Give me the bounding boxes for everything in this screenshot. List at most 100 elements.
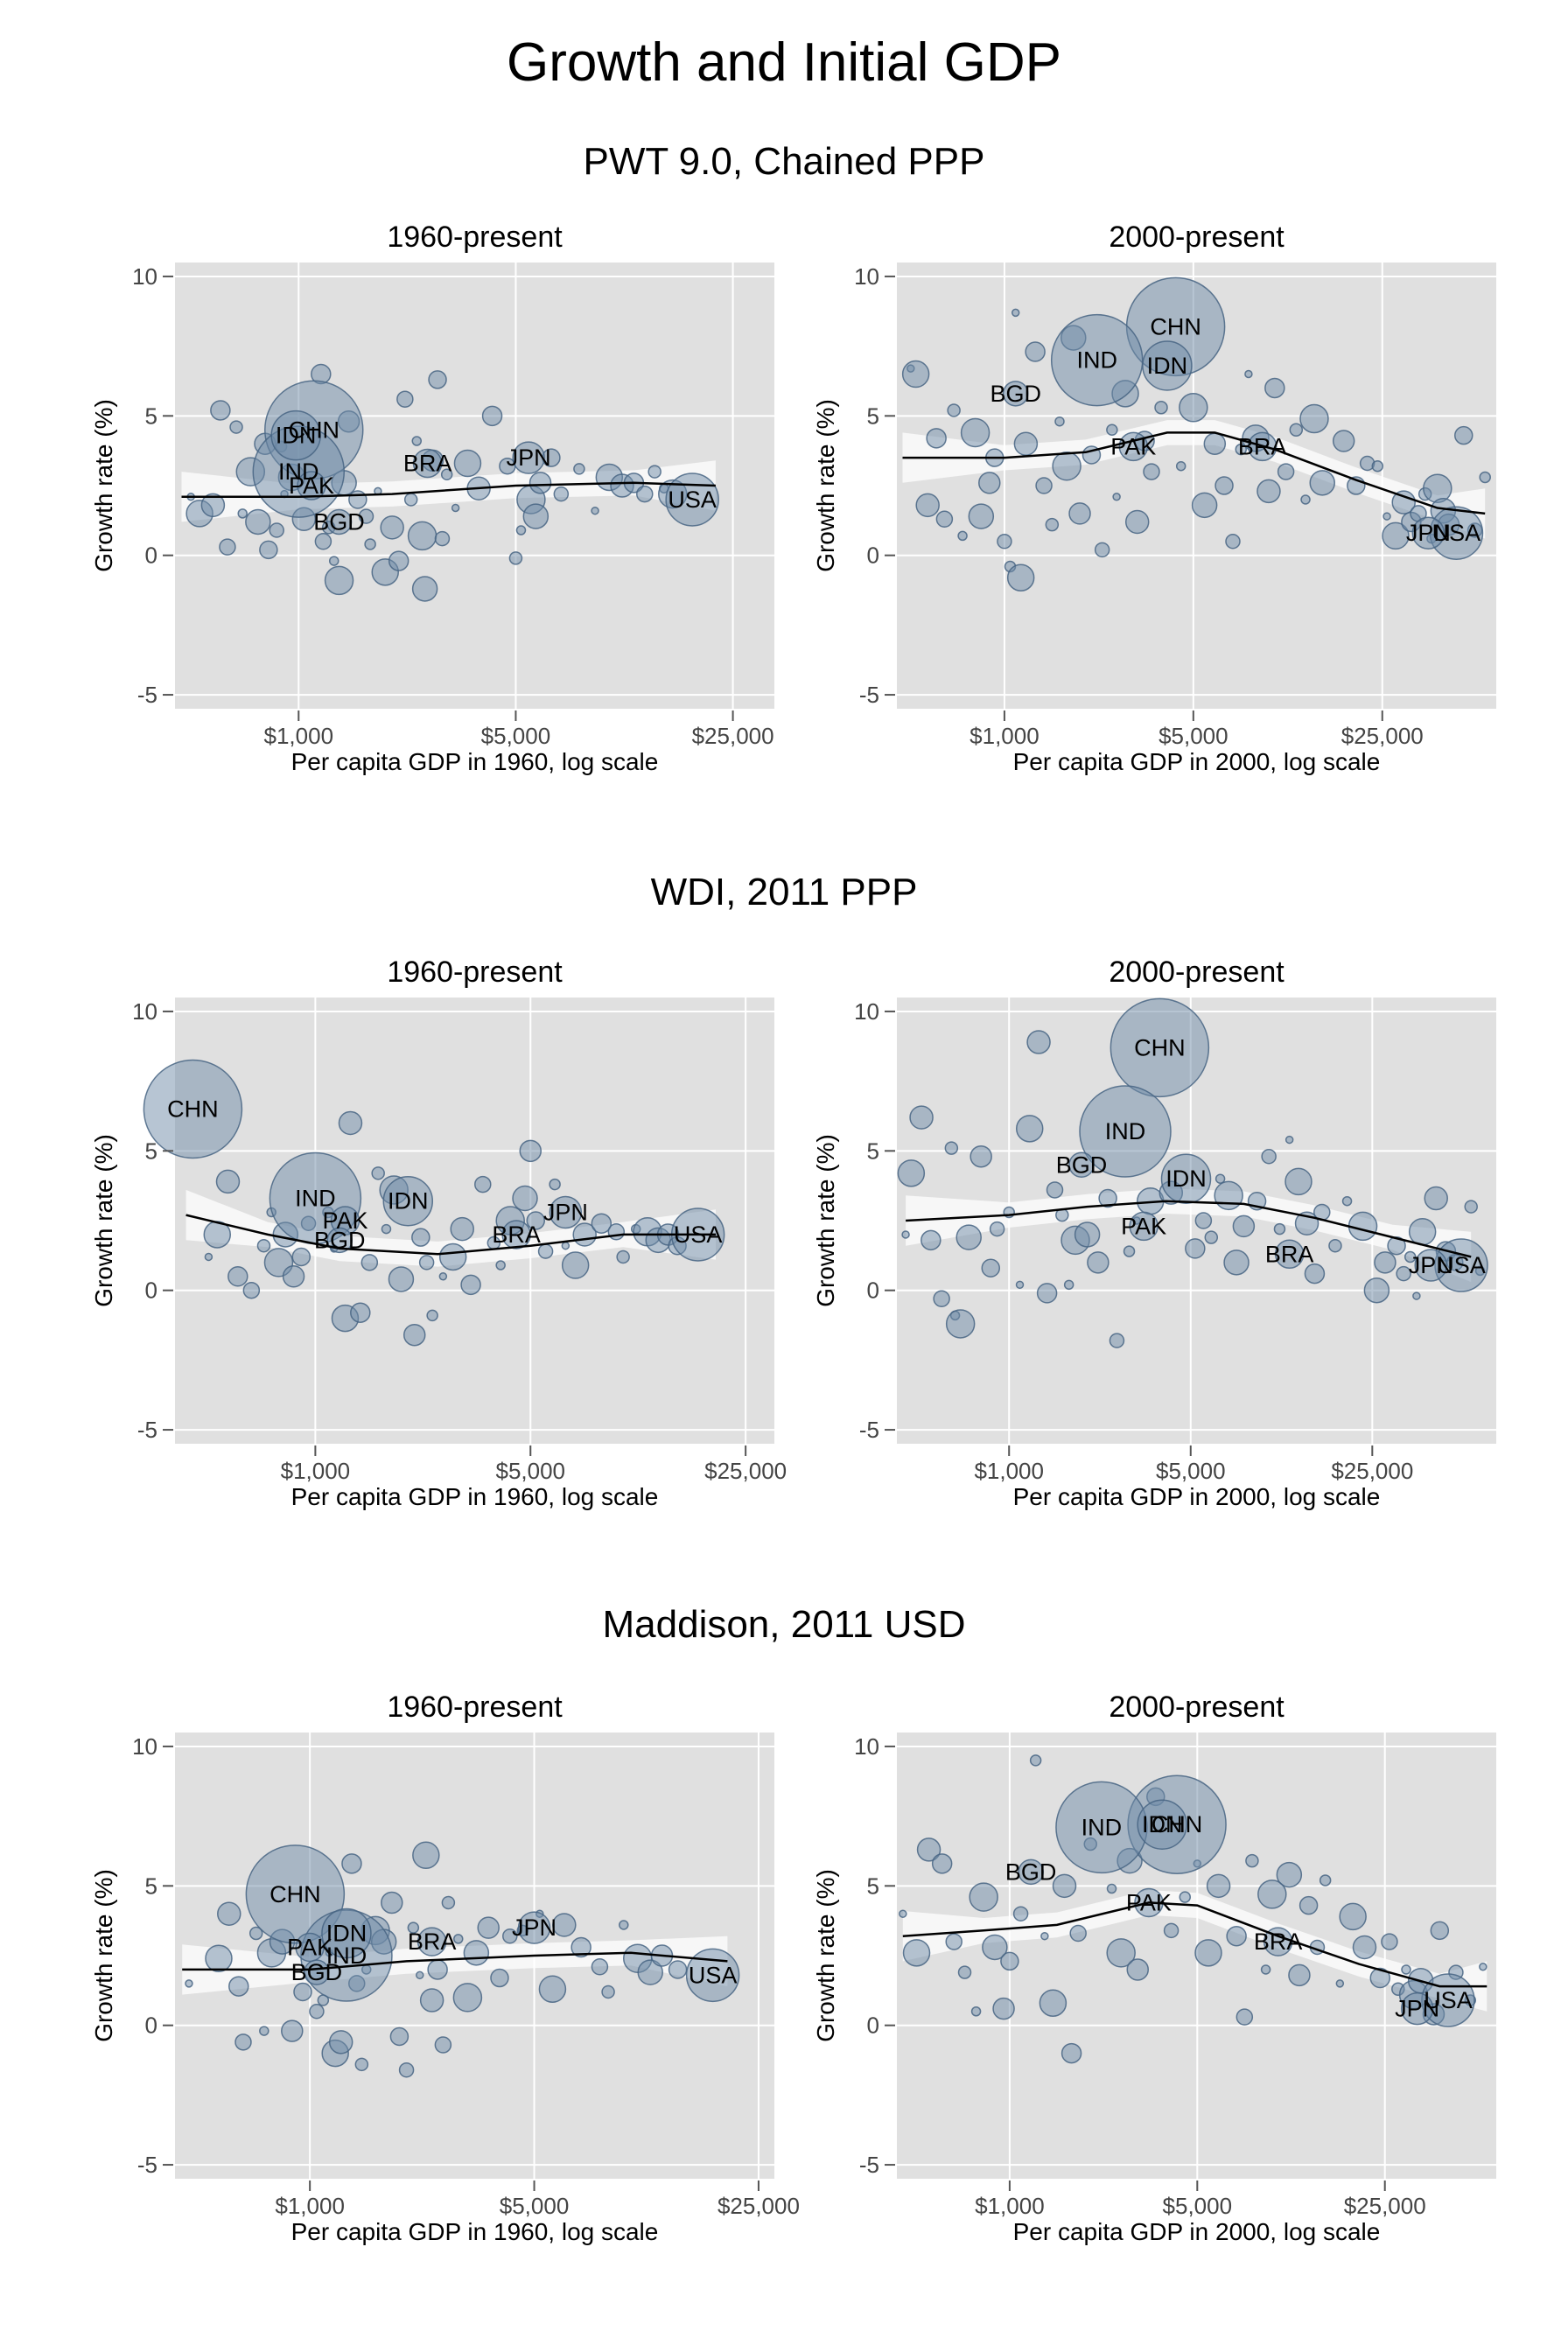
country-label: BRA <box>1254 1928 1303 1955</box>
data-point <box>402 1323 426 1347</box>
data-point <box>1204 1230 1219 1244</box>
data-point <box>460 1274 481 1296</box>
section-title-wdi: WDI, 2011 PPP <box>650 871 918 914</box>
data-point <box>637 1959 663 1985</box>
data-point <box>217 1901 242 1926</box>
data-point <box>1430 1921 1450 1941</box>
data-point <box>570 1936 592 1958</box>
data-point <box>314 533 332 550</box>
country-label: BGD <box>313 508 365 535</box>
data-point <box>185 1979 193 1988</box>
data-point <box>926 428 947 449</box>
data-point <box>426 1309 438 1322</box>
data-point <box>259 2026 270 2036</box>
data-point <box>348 490 368 509</box>
data-point-jpn <box>1400 1992 1434 2026</box>
country-label: IDN <box>276 423 317 449</box>
data-point <box>434 530 451 547</box>
country-label: PAK <box>289 472 334 499</box>
country-label: IDN <box>326 1921 368 1947</box>
x-axis-label: Per capita GDP in 1960, log scale <box>291 748 659 775</box>
y-tick-label: 5 <box>145 402 158 429</box>
data-point <box>360 1254 379 1271</box>
data-point <box>989 1221 1005 1237</box>
data-point <box>591 506 599 515</box>
country-label: CHN <box>1134 1034 1186 1060</box>
country-label: BRA <box>408 1928 457 1955</box>
y-tick-label: 5 <box>145 1138 158 1164</box>
data-point-bgd <box>304 1959 330 1985</box>
data-point <box>1352 1935 1377 1960</box>
panel-title: 1960-present <box>387 220 563 254</box>
data-point <box>648 465 662 479</box>
data-point <box>1087 1251 1110 1274</box>
data-point <box>1332 430 1355 452</box>
data-point <box>573 463 585 475</box>
section-title-pwt: PWT 9.0, Chained PPP <box>583 140 985 183</box>
data-point <box>407 521 438 551</box>
data-point-bgd <box>1018 1858 1044 1886</box>
data-point <box>309 2004 325 2020</box>
country-label: BGD <box>1056 1152 1108 1178</box>
data-point <box>1052 1873 1077 1899</box>
data-point <box>481 405 503 427</box>
data-point <box>210 400 231 421</box>
data-point <box>1000 1951 1019 1971</box>
data-point <box>1396 1265 1411 1282</box>
data-point <box>1374 1251 1396 1274</box>
data-point <box>1408 1218 1437 1246</box>
data-point <box>915 493 940 518</box>
data-point <box>1256 479 1281 504</box>
y-tick-label: 5 <box>145 1872 158 1899</box>
country-label: USA <box>1432 520 1481 546</box>
data-point <box>944 1141 959 1155</box>
data-point <box>1335 1979 1345 1988</box>
data-point <box>281 2020 304 2042</box>
data-point <box>453 1934 464 1944</box>
country-label: CHN <box>289 416 340 443</box>
data-point <box>901 1230 910 1239</box>
data-point <box>453 449 482 478</box>
x-axis-label: Per capita GDP in 2000, log scale <box>1013 1483 1381 1510</box>
y-tick-label: -5 <box>137 682 158 708</box>
data-point <box>228 1976 249 1997</box>
data-point <box>1277 463 1295 480</box>
data-point <box>1094 542 1110 558</box>
country-label: PAK <box>1126 1889 1172 1915</box>
data-point <box>909 1105 934 1130</box>
data-point <box>490 1968 509 1988</box>
data-point <box>636 485 654 503</box>
data-point <box>1214 1173 1226 1184</box>
y-axis-label: Growth rate (%) <box>90 399 117 572</box>
data-point <box>1011 308 1020 318</box>
panel-title: 1960-present <box>387 1690 563 1724</box>
data-point <box>945 1933 962 1950</box>
data-point-ind <box>1050 313 1144 407</box>
section-title-maddison: Maddison, 2011 USD <box>602 1603 966 1646</box>
y-tick-label: -5 <box>859 2152 879 2178</box>
y-tick-label: 10 <box>132 1733 158 1760</box>
data-point <box>354 2057 369 2072</box>
data-point <box>256 1238 271 1253</box>
data-point <box>1369 1967 1391 1989</box>
data-point-idn <box>1160 1153 1212 1204</box>
x-tick-label: $1,000 <box>281 1458 351 1484</box>
data-point <box>237 508 248 519</box>
x-axis-label: Per capita GDP in 2000, log scale <box>1013 2218 1381 2245</box>
data-point <box>380 515 404 540</box>
data-point <box>428 370 447 389</box>
fit-line <box>902 1901 1488 1988</box>
data-point <box>1223 1250 1250 1276</box>
data-point <box>341 1853 362 1874</box>
data-point-bgd <box>1068 1152 1095 1178</box>
data-point <box>1124 509 1150 535</box>
data-point <box>1341 1195 1353 1207</box>
confidence-band <box>186 1189 717 1267</box>
data-point <box>1371 459 1384 472</box>
data-point-idn <box>382 1175 434 1227</box>
data-point <box>956 1224 982 1250</box>
data-point <box>1039 1989 1068 2017</box>
data-point <box>1015 1280 1025 1290</box>
data-point <box>1412 1292 1421 1300</box>
